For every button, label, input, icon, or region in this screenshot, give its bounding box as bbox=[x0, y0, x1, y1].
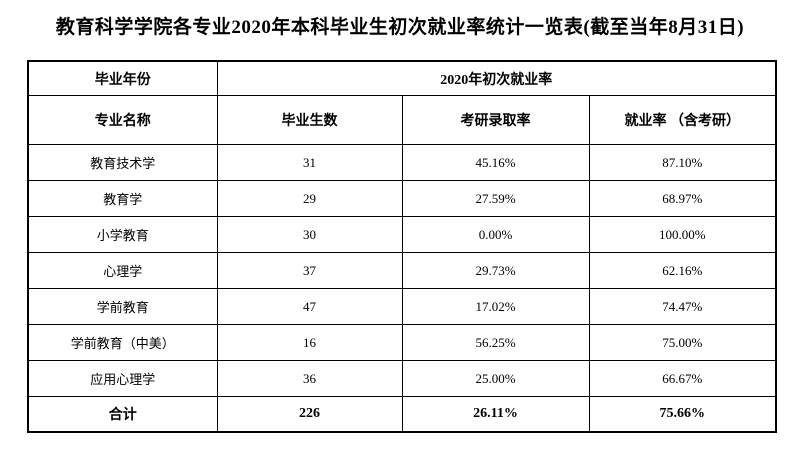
header-postgrad-admission-rate: 考研录取率 bbox=[401, 95, 590, 145]
table-row: 教育学 29 27.59% 68.97% bbox=[27, 180, 777, 217]
page-title: 教育科学学院各专业2020年本科毕业生初次就业率统计一览表(截至当年8月31日) bbox=[55, 17, 745, 38]
cell-employment-rate: 100.00% bbox=[588, 216, 777, 253]
cell-employment-rate: 68.97% bbox=[588, 180, 777, 217]
header-graduate-count: 毕业生数 bbox=[216, 95, 403, 145]
cell-major: 学前教育 bbox=[27, 288, 218, 325]
cell-kaoyan-rate: 27.59% bbox=[401, 180, 590, 217]
cell-graduates: 36 bbox=[216, 360, 403, 397]
cell-major: 小学教育 bbox=[27, 216, 218, 253]
table-row: 应用心理学 36 25.00% 66.67% bbox=[27, 360, 777, 397]
cell-kaoyan-rate: 45.16% bbox=[401, 144, 590, 181]
table-header-row-2: 专业名称 毕业生数 考研录取率 就业率 （含考研） bbox=[27, 95, 777, 145]
cell-total-label: 合计 bbox=[27, 396, 218, 433]
cell-major: 应用心理学 bbox=[27, 360, 218, 397]
cell-major: 教育学 bbox=[27, 180, 218, 217]
cell-employment-rate: 66.67% bbox=[588, 360, 777, 397]
table-row: 小学教育 30 0.00% 100.00% bbox=[27, 216, 777, 253]
header-initial-employment-2020: 2020年初次就业率 bbox=[216, 60, 777, 96]
cell-major: 学前教育（中美） bbox=[27, 324, 218, 361]
cell-kaoyan-rate: 0.00% bbox=[401, 216, 590, 253]
header-employment-rate: 就业率 （含考研） bbox=[588, 95, 777, 145]
cell-total-employment-rate: 75.66% bbox=[588, 396, 777, 433]
cell-total-graduates: 226 bbox=[216, 396, 403, 433]
cell-major: 心理学 bbox=[27, 252, 218, 289]
table-row: 心理学 37 29.73% 62.16% bbox=[27, 252, 777, 289]
cell-employment-rate: 74.47% bbox=[588, 288, 777, 325]
cell-employment-rate: 87.10% bbox=[588, 144, 777, 181]
cell-graduates: 37 bbox=[216, 252, 403, 289]
table-row: 学前教育（中美） 16 56.25% 75.00% bbox=[27, 324, 777, 361]
cell-graduates: 47 bbox=[216, 288, 403, 325]
cell-graduates: 29 bbox=[216, 180, 403, 217]
cell-kaoyan-rate: 17.02% bbox=[401, 288, 590, 325]
header-major-name: 专业名称 bbox=[27, 95, 218, 145]
cell-graduates: 31 bbox=[216, 144, 403, 181]
cell-total-kaoyan-rate: 26.11% bbox=[401, 396, 590, 433]
cell-kaoyan-rate: 25.00% bbox=[401, 360, 590, 397]
table-row: 教育技术学 31 45.16% 87.10% bbox=[27, 144, 777, 181]
header-graduation-year: 毕业年份 bbox=[27, 60, 218, 96]
table-header-row-1: 毕业年份 2020年初次就业率 bbox=[27, 60, 777, 96]
table-total-row: 合计 226 26.11% 75.66% bbox=[27, 396, 777, 433]
cell-employment-rate: 62.16% bbox=[588, 252, 777, 289]
cell-kaoyan-rate: 29.73% bbox=[401, 252, 590, 289]
table-row: 学前教育 47 17.02% 74.47% bbox=[27, 288, 777, 325]
cell-kaoyan-rate: 56.25% bbox=[401, 324, 590, 361]
cell-graduates: 16 bbox=[216, 324, 403, 361]
cell-major: 教育技术学 bbox=[27, 144, 218, 181]
employment-stats-table: 毕业年份 2020年初次就业率 专业名称 毕业生数 考研录取率 就业率 （含考研… bbox=[27, 60, 778, 433]
cell-employment-rate: 75.00% bbox=[588, 324, 777, 361]
cell-graduates: 30 bbox=[216, 216, 403, 253]
